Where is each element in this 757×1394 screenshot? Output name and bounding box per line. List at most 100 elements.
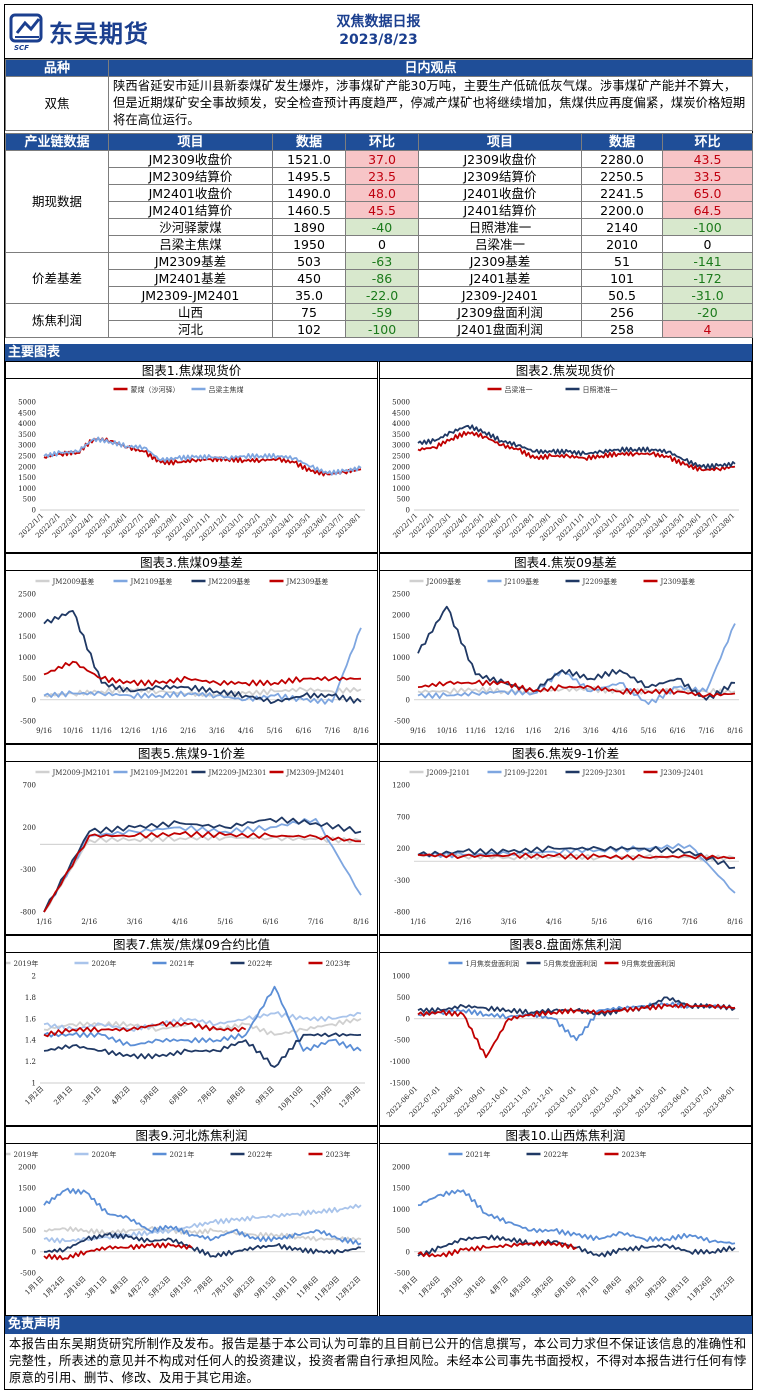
item-change: -20	[662, 303, 753, 321]
legend-label: J2109基差	[504, 577, 540, 586]
report-header: 东吴期货 SCF 双焦数据日报 2023/8/23	[5, 5, 752, 59]
y-tick-label: 1000	[392, 973, 410, 981]
y-tick-label: 0	[32, 696, 36, 704]
y-tick-label: 1500	[392, 633, 410, 641]
item-value: 450	[272, 269, 346, 287]
item-value: 1950	[272, 235, 346, 253]
item-change: 48.0	[345, 184, 419, 202]
item-name: J2401收盘价	[418, 184, 582, 202]
data-table: 产业链数据 项目 数据 环比 项目 数据 环比 期现数据 JM2309收盘价 1521.0 37.…	[5, 133, 753, 338]
series-line	[43, 437, 362, 477]
legend-label: J2209-J2301	[582, 769, 627, 777]
y-tick-label: 1000	[18, 1206, 36, 1214]
item-change: 43.5	[662, 150, 753, 168]
x-tick-label: 3月11日	[84, 1275, 109, 1300]
view-table-header: 品种 日内观点	[5, 59, 753, 77]
brand-name: 东吴期货	[49, 20, 149, 48]
table-row: JM2401结算价 1460.5 45.5 J2401结算价 2200.0 64.5	[6, 201, 753, 219]
item-name: JM2309结算价	[108, 167, 273, 185]
table-row: JM2309-JM2401 35.0 -22.0 J2309-J2401 50.5 -31…	[6, 286, 753, 304]
series-line	[43, 627, 362, 705]
y-tick-label: -1000	[390, 1058, 410, 1066]
item-name: J2309-J2401	[418, 286, 582, 304]
legend-label: JM2109基差	[130, 577, 173, 586]
y-tick-label: -500	[394, 718, 410, 726]
y-tick-label: 5000	[18, 399, 36, 407]
item-change: 64.5	[662, 201, 753, 219]
item-value: 1460.5	[272, 201, 346, 219]
x-tick-label: 8月6日	[225, 1085, 247, 1107]
series-line	[417, 1234, 736, 1258]
legend-label: 2022年	[544, 1150, 569, 1159]
data-col-header: 环比	[662, 133, 753, 151]
brand-logo-icon	[9, 13, 43, 43]
series-line	[43, 436, 362, 476]
y-tick-label: 200	[23, 824, 36, 832]
item-value: 50.5	[581, 286, 663, 304]
legend-label: 2023年	[622, 1150, 647, 1159]
y-tick-label: -300	[20, 866, 36, 874]
item-change: -63	[345, 252, 419, 270]
item-name: JM2309-JM2401	[108, 286, 273, 304]
y-tick-label: 500	[397, 496, 410, 504]
series-line	[417, 1240, 577, 1258]
legend-label: 2021年	[170, 1150, 195, 1159]
x-tick-label: 9月2日	[624, 1275, 646, 1297]
x-tick-label: 3/16	[209, 727, 225, 735]
item-change: 4	[662, 320, 753, 338]
y-tick-label: -500	[394, 1037, 410, 1045]
y-tick-label: 0	[406, 696, 410, 704]
x-tick-label: 10/16	[437, 727, 458, 735]
x-tick-label: 11/16	[92, 727, 113, 735]
item-change: 0	[345, 235, 419, 253]
item-name: 吕梁准一	[418, 235, 582, 253]
item-name: J2401基差	[418, 269, 582, 287]
item-name: JM2309收盘价	[108, 150, 273, 168]
y-tick-label: 3500	[392, 431, 410, 439]
disclaimer-band: 免责声明	[5, 1316, 752, 1334]
x-tick-label: 10月10日	[277, 1085, 305, 1113]
y-tick-label: 3000	[392, 442, 410, 450]
chart-svg: 2019年 2020年 2021年 2022年 2023年 1 1.2 1.4 1.6 1.8 2 1…	[6, 959, 365, 1113]
item-change: -100	[662, 218, 753, 236]
legend-label: J2009-J2101	[426, 769, 471, 777]
y-tick-label: -500	[20, 718, 36, 726]
y-tick-label: 500	[23, 675, 36, 683]
y-tick-label: 0	[32, 507, 36, 515]
series-line	[417, 845, 736, 869]
y-tick-label: 5000	[392, 399, 410, 407]
series-line	[417, 686, 736, 695]
x-tick-label: 10/16	[63, 727, 84, 735]
col-category: 品种	[5, 59, 109, 77]
x-tick-label: 12/16	[120, 727, 141, 735]
y-tick-label: 2500	[392, 591, 410, 599]
y-tick-label: 0	[406, 507, 410, 515]
y-tick-label: 1200	[392, 782, 410, 790]
legend-label: J2109-J2201	[504, 769, 549, 777]
item-change: -141	[662, 252, 753, 270]
legend-label: J2309基差	[660, 577, 696, 586]
x-tick-label: 7/16	[682, 918, 698, 926]
item-name: 沙河驿蒙煤	[108, 218, 273, 236]
legend-label: 日照港准一	[583, 385, 618, 394]
series-line	[417, 424, 736, 470]
x-tick-label: 4月7日	[488, 1275, 510, 1297]
item-name: J2309盘面利润	[418, 303, 582, 321]
data-col-header: 环比	[345, 133, 419, 151]
chart-svg: J2009基差 J2109基差 J2209基差 J2309基差 -500 0 500 1000…	[392, 577, 743, 735]
legend-label: JM2309-JM2401	[286, 769, 345, 777]
table-row: 期现数据 JM2309收盘价 1521.0 37.0 J2309收盘价 2280.0 43.…	[5, 150, 753, 253]
y-tick-label: 500	[23, 1227, 36, 1235]
y-tick-label: 1500	[18, 474, 36, 482]
x-tick-label: 5/16	[591, 918, 607, 926]
chart-title: 图表10.山西炼焦利润	[380, 1128, 751, 1144]
item-name: 山西	[108, 303, 273, 321]
series-line	[417, 679, 736, 698]
item-value: 2250.5	[581, 167, 663, 185]
y-tick-label: 1500	[18, 633, 36, 641]
x-tick-label: 2/16	[554, 727, 570, 735]
x-tick-label: 8/16	[353, 727, 369, 735]
x-tick-label: 1/16	[525, 727, 541, 735]
y-tick-label: 1500	[18, 1185, 36, 1193]
chart-title: 图表6.焦炭9-1价差	[380, 746, 751, 762]
